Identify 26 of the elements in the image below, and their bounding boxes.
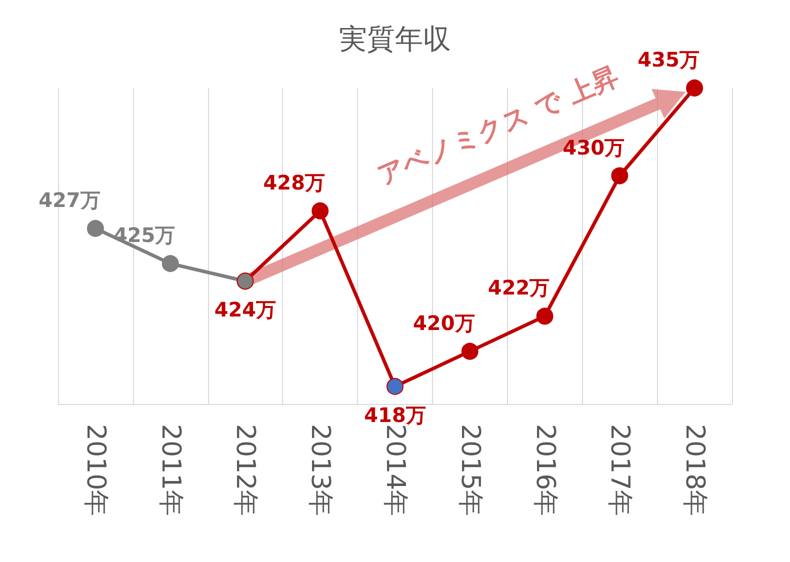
data-label: 430万 bbox=[562, 135, 625, 160]
x-tick-label: 2014年 bbox=[380, 424, 410, 516]
data-label: 424万 bbox=[214, 298, 276, 322]
point bbox=[86, 220, 104, 237]
x-tick-label: 2013年 bbox=[305, 424, 336, 516]
x-tick-label: 2015年 bbox=[454, 424, 485, 516]
point bbox=[312, 202, 329, 220]
data-label: 427万 bbox=[38, 188, 100, 212]
point bbox=[536, 308, 554, 325]
point bbox=[162, 255, 179, 272]
point bbox=[461, 342, 478, 360]
data-label: 418万 bbox=[364, 402, 426, 427]
x-tick-label: 2011年 bbox=[155, 424, 186, 516]
x-tick-label: 2018年 bbox=[680, 424, 710, 516]
x-tick-label: 2017年 bbox=[604, 424, 635, 516]
data-label: 435万 bbox=[638, 48, 700, 72]
data-label: 422万 bbox=[488, 276, 550, 300]
point bbox=[611, 167, 628, 184]
x-tick-label: 2016年 bbox=[530, 424, 560, 516]
x-tick-label: 2010年 bbox=[80, 424, 110, 516]
x-tick-label: 2012年 bbox=[230, 424, 260, 516]
point bbox=[386, 378, 404, 395]
chart-title: 実質年収 bbox=[339, 22, 451, 56]
point bbox=[686, 80, 704, 96]
data-label: 428万 bbox=[263, 170, 325, 194]
data-label: 420万 bbox=[413, 310, 475, 335]
